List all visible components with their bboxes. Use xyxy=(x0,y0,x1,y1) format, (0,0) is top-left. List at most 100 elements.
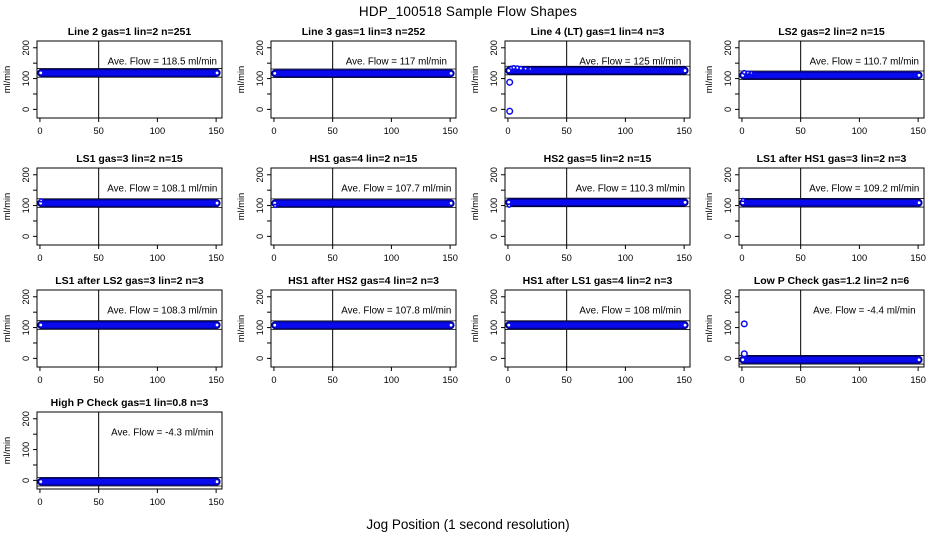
annotation-ave-flow: Ave. Flow = 117 ml/min xyxy=(346,57,447,68)
band-left-end-open-point xyxy=(273,323,277,327)
flow-data-band xyxy=(739,71,923,80)
plot-box xyxy=(504,40,691,119)
x-axis-tick-label: 150 xyxy=(676,126,692,136)
subplot-title: Line 2 gas=1 lin=2 n=251 xyxy=(68,26,192,38)
x-axis-tick-label: 0 xyxy=(271,253,276,263)
subplot-title: Line 3 gas=1 lin=3 n=252 xyxy=(302,26,426,38)
y-axis-label: ml/min xyxy=(2,193,12,220)
band-right-end-open-point xyxy=(917,73,921,77)
x-axis-tick-label: 0 xyxy=(271,126,276,136)
x-axis-tick-label: 0 xyxy=(739,375,744,385)
outlier-point xyxy=(740,197,746,203)
x-axis-tick-label: 0 xyxy=(505,253,510,263)
x-axis-tick-label: 50 xyxy=(795,375,805,385)
band-left-end-open-point xyxy=(507,323,511,327)
y-axis-tick-label: 200 xyxy=(489,289,499,305)
subplot-11: Low P Check gas=1.2 lin=2 n=6 Ave. Flow =… xyxy=(704,275,926,385)
outlier-point xyxy=(740,320,748,328)
x-axis-tick-label: 100 xyxy=(852,253,868,263)
y-axis-tick-label: 100 xyxy=(21,198,31,214)
subplot-12: High P Check gas=1 lin=0.8 n=3 Ave. Flow … xyxy=(2,397,224,507)
y-axis-tick-label: 100 xyxy=(489,71,499,87)
flow-data-band xyxy=(37,477,221,486)
x-axis-tick-label: 100 xyxy=(384,126,400,136)
y-axis-tick-label: 100 xyxy=(489,198,499,214)
band-right-end-open-point xyxy=(683,69,687,72)
annotation-ave-flow: Ave. Flow = 110.3 ml/min xyxy=(576,184,685,195)
outlier-point xyxy=(38,198,44,203)
flow-data-band xyxy=(37,198,221,208)
plot-box xyxy=(738,167,925,246)
outlier-point xyxy=(272,203,278,209)
y-axis-tick-label: 0 xyxy=(489,356,499,361)
x-axis-tick-label: 150 xyxy=(442,126,458,136)
subplot-title: HS1 after HS2 gas=4 lin=2 n=3 xyxy=(288,275,439,287)
annotation-ave-flow: Ave. Flow = 107.7 ml/min xyxy=(341,184,451,195)
x-axis-tick-label: 50 xyxy=(327,126,337,136)
subplot-title: High P Check gas=1 lin=0.8 n=3 xyxy=(51,397,209,409)
outlier-point xyxy=(506,107,514,115)
figure-title: HDP_100518 Sample Flow Shapes xyxy=(358,4,578,19)
x-axis-tick-label: 150 xyxy=(910,253,926,263)
plot-box xyxy=(738,289,925,368)
x-axis-tick-label: 50 xyxy=(327,253,337,263)
y-axis-tick-label: 200 xyxy=(21,411,31,427)
x-axis-tick-label: 150 xyxy=(676,375,692,385)
x-axis-tick-label: 0 xyxy=(739,253,744,263)
y-axis-tick-label: 200 xyxy=(21,40,31,56)
band-right-end-open-point xyxy=(215,323,219,327)
y-axis-tick-label: 100 xyxy=(21,71,31,87)
y-axis-tick-label: 0 xyxy=(21,478,31,483)
y-axis-label: ml/min xyxy=(470,193,480,220)
x-axis-tick-label: 50 xyxy=(327,375,337,385)
band-left-end-open-point xyxy=(273,71,277,75)
x-axis-tick-label: 100 xyxy=(384,375,400,385)
subplot-title: HS1 after LS1 gas=4 lin=2 n=3 xyxy=(523,275,673,287)
y-axis-tick-label: 100 xyxy=(489,320,499,336)
y-axis-label: ml/min xyxy=(704,315,714,342)
flow-data-band xyxy=(271,69,455,78)
band-right-end-open-point xyxy=(917,201,921,205)
outlier-point xyxy=(523,66,528,72)
x-axis-tick-label: 100 xyxy=(852,375,868,385)
y-axis-tick-label: 100 xyxy=(255,71,265,87)
plot-box xyxy=(36,289,223,368)
x-axis-tick-label: 0 xyxy=(37,253,42,263)
annotation-ave-flow: Ave. Flow = 118.5 ml/min xyxy=(108,57,217,68)
subplot-title: HS1 gas=4 lin=2 n=15 xyxy=(310,153,418,165)
annotation-ave-flow: Ave. Flow = 110.7 ml/min xyxy=(810,57,919,68)
x-axis-tick-label: 150 xyxy=(910,126,926,136)
y-axis-label: ml/min xyxy=(470,66,480,93)
subplot-5: HS1 gas=4 lin=2 n=15 Ave. Flow = 107.7 ml… xyxy=(236,153,458,263)
flow-data-band xyxy=(271,199,455,208)
y-axis-tick-label: 0 xyxy=(255,356,265,361)
plot-box xyxy=(36,411,223,490)
y-axis-tick-label: 0 xyxy=(21,234,31,239)
x-axis-tick-label: 150 xyxy=(208,126,224,136)
annotation-ave-flow: Ave. Flow = 109.2 ml/min xyxy=(809,184,919,195)
subplot-9: HS1 after HS2 gas=4 lin=2 n=3 Ave. Flow =… xyxy=(236,275,458,385)
y-axis-tick-label: 0 xyxy=(489,234,499,239)
y-axis-tick-label: 200 xyxy=(723,167,733,183)
y-axis-label: ml/min xyxy=(704,193,714,220)
flow-data-band xyxy=(505,321,689,330)
y-axis-tick-label: 0 xyxy=(723,107,733,112)
y-axis-tick-label: 200 xyxy=(21,167,31,183)
x-axis-tick-label: 0 xyxy=(37,126,42,136)
subplot-8: LS1 after LS2 gas=3 lin=2 n=3 Ave. Flow =… xyxy=(2,275,224,385)
figure-x-axis-label: Jog Position (1 second resolution) xyxy=(366,517,570,532)
x-axis-tick-label: 100 xyxy=(384,253,400,263)
band-right-end-open-point xyxy=(917,358,921,362)
subplot-title: Low P Check gas=1.2 lin=2 n=6 xyxy=(754,275,909,287)
x-axis-tick-label: 150 xyxy=(676,253,692,263)
outlier-point xyxy=(740,350,748,358)
plot-box xyxy=(504,289,691,368)
plot-box xyxy=(36,40,223,119)
outlier-point xyxy=(741,69,747,75)
annotation-ave-flow: Ave. Flow = 108.1 ml/min xyxy=(107,184,217,195)
band-left-end-open-point xyxy=(39,323,43,327)
y-axis-label: ml/min xyxy=(2,66,12,93)
x-axis-tick-label: 150 xyxy=(442,253,458,263)
flow-data-band xyxy=(271,321,455,330)
y-axis-tick-label: 200 xyxy=(255,40,265,56)
